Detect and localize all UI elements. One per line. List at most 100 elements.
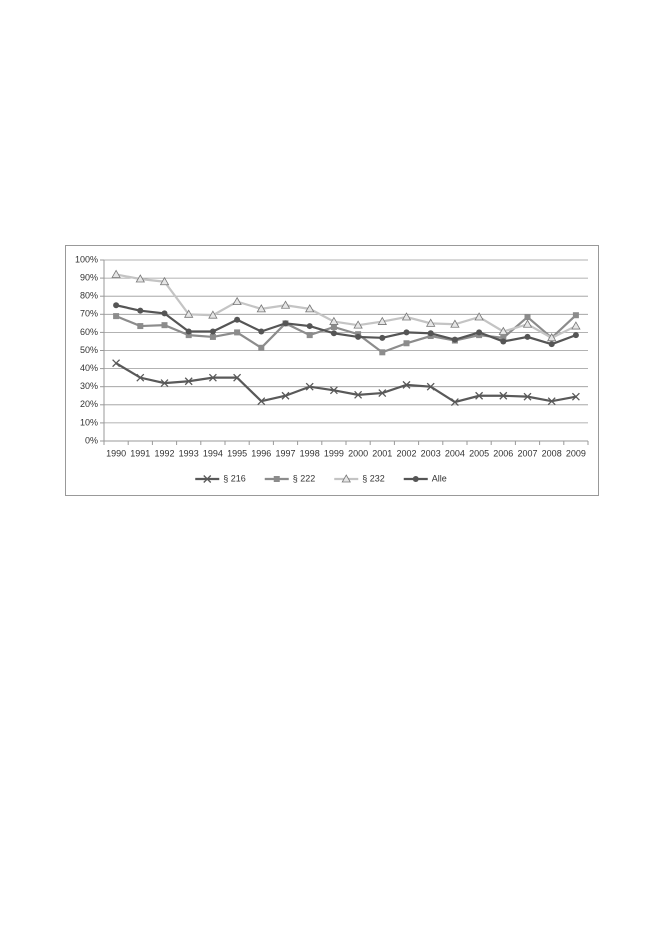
- marker: [330, 330, 337, 337]
- legend-marker: [273, 476, 280, 482]
- marker: [113, 302, 120, 309]
- marker: [426, 382, 435, 391]
- chart-frame: [65, 245, 599, 496]
- legend-label: § 216: [223, 473, 246, 483]
- y-tick-label: 20%: [80, 399, 98, 409]
- marker: [305, 304, 315, 313]
- y-tick-label: 100%: [75, 254, 98, 264]
- x-tick-label: 2000: [348, 448, 368, 458]
- x-tick-label: 1999: [324, 448, 344, 458]
- marker: [135, 274, 145, 283]
- marker: [451, 336, 458, 343]
- marker: [185, 332, 192, 339]
- marker: [427, 330, 434, 337]
- marker: [161, 310, 168, 317]
- x-tick-label: 2001: [372, 448, 392, 458]
- marker: [354, 390, 363, 399]
- legend-marker: [412, 476, 419, 482]
- y-tick-label: 50%: [80, 345, 98, 355]
- marker: [476, 329, 483, 336]
- x-tick-label: 2007: [517, 448, 537, 458]
- marker: [571, 321, 581, 330]
- marker: [524, 314, 531, 321]
- marker: [547, 397, 556, 406]
- marker: [137, 307, 144, 314]
- x-tick-label: 1993: [179, 448, 199, 458]
- marker: [403, 340, 410, 347]
- marker: [571, 392, 580, 401]
- x-tick-label: 2002: [396, 448, 416, 458]
- marker: [112, 359, 121, 368]
- marker: [159, 276, 170, 286]
- marker: [378, 389, 387, 397]
- marker: [353, 320, 363, 329]
- marker: [547, 333, 557, 342]
- marker: [184, 377, 193, 386]
- marker: [305, 382, 314, 391]
- marker: [500, 338, 507, 345]
- marker: [258, 328, 265, 335]
- marker: [113, 313, 120, 320]
- legend-label: § 222: [293, 473, 316, 483]
- marker: [185, 328, 192, 335]
- x-tick-label: 2003: [421, 448, 441, 458]
- marker: [498, 326, 508, 335]
- marker: [524, 333, 531, 340]
- marker: [522, 319, 533, 328]
- marker: [209, 333, 216, 340]
- y-tick-label: 0%: [85, 435, 98, 445]
- marker: [523, 392, 532, 401]
- y-tick-label: 90%: [80, 272, 98, 282]
- marker: [572, 312, 579, 319]
- legend-label: § 232: [362, 473, 385, 483]
- y-tick-label: 40%: [80, 363, 98, 373]
- marker: [234, 329, 241, 336]
- marker: [209, 328, 216, 335]
- y-tick-label: 80%: [80, 291, 98, 301]
- marker: [160, 379, 169, 388]
- marker: [329, 386, 338, 395]
- marker: [257, 397, 266, 406]
- x-tick-label: 2005: [469, 448, 489, 458]
- marker: [137, 323, 144, 330]
- marker: [136, 373, 145, 382]
- legend-marker: [341, 474, 351, 483]
- marker: [329, 316, 339, 325]
- x-tick-label: 2004: [445, 448, 465, 458]
- marker: [450, 398, 459, 407]
- marker: [184, 309, 194, 318]
- marker: [280, 300, 291, 309]
- y-tick-label: 30%: [80, 381, 98, 391]
- x-tick-label: 1998: [300, 448, 320, 458]
- marker: [500, 334, 507, 341]
- marker: [232, 296, 242, 306]
- series-line: [115, 273, 577, 340]
- marker: [499, 391, 508, 400]
- x-tick-label: 2008: [542, 448, 562, 458]
- marker: [379, 334, 386, 341]
- marker: [208, 373, 217, 382]
- marker: [330, 323, 337, 330]
- marker: [475, 391, 484, 400]
- x-tick-label: 1995: [227, 448, 247, 458]
- series-line: [115, 304, 577, 346]
- x-tick-label: 1992: [154, 448, 174, 458]
- marker: [548, 341, 555, 348]
- marker: [377, 316, 387, 325]
- marker: [403, 329, 410, 336]
- marker: [355, 333, 362, 340]
- x-tick-label: 1990: [106, 448, 126, 458]
- legend-marker: [203, 475, 212, 483]
- x-tick-label: 1994: [203, 448, 223, 458]
- marker: [450, 319, 460, 328]
- marker: [111, 269, 121, 278]
- series-line: [115, 362, 577, 404]
- series-line: [115, 314, 577, 354]
- x-tick-label: 2009: [566, 448, 586, 458]
- marker: [234, 316, 241, 323]
- marker: [208, 310, 218, 319]
- x-tick-label: 1991: [130, 448, 150, 458]
- marker: [161, 322, 168, 329]
- marker: [402, 380, 411, 389]
